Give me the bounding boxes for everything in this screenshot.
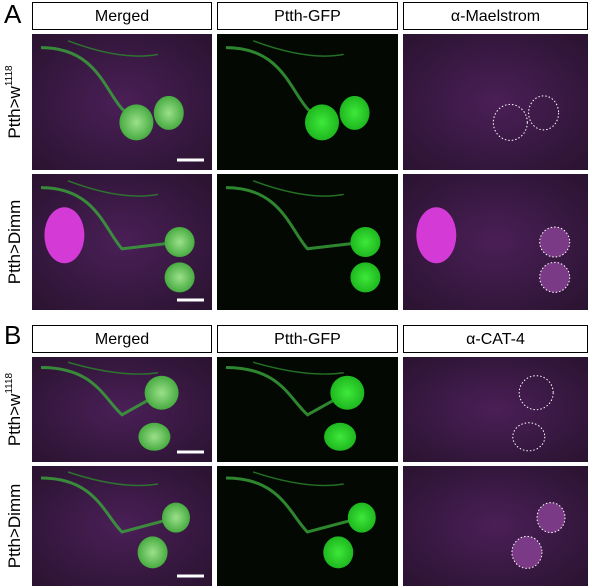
column-header: α-Maelstrom [451,8,540,25]
micrograph [403,357,588,462]
neuron [324,422,357,451]
stained-cell [44,207,85,264]
neuron [164,227,195,257]
neuron [153,95,184,130]
neurite [40,476,177,534]
column-header-box [217,325,398,353]
neurite [226,476,363,534]
column-header: Ptth-GFP [274,331,341,348]
neuron-outline [539,261,571,293]
column-header: α-CAT-4 [466,331,525,348]
row-label-sup: 1118 [4,372,15,393]
column-header: Merged [95,8,149,25]
neurite [252,471,344,487]
row-label-text: Ptth>Dimm [5,200,24,285]
neuron [350,227,381,257]
neuron-outline [492,103,528,141]
row-label-text: Ptth>w [5,85,24,138]
micrograph [217,34,398,170]
neuron [137,536,168,569]
column-header-box [403,325,588,353]
neuron [330,375,365,410]
row-label: Ptth>w1118 [4,372,25,446]
stained-cell [416,207,457,264]
neurite [67,361,159,375]
neurite [40,186,180,251]
neurite [252,361,344,375]
row-label: Ptth>w1118 [4,65,25,139]
neuron [164,262,195,293]
row-label: Ptth>Dimm [5,200,24,285]
neurite [226,366,349,417]
column-header-box [217,2,398,30]
micrograph [32,34,212,170]
row-label-text: Ptth>Dimm [5,484,24,569]
column-header-box [32,2,212,30]
neuron [347,502,376,533]
neuron [304,104,339,141]
column-header: Merged [95,331,149,348]
neurite [226,46,324,124]
row-label-sup: 1118 [4,65,15,86]
neuron [339,95,370,130]
neurite [67,180,159,197]
micrograph [403,34,588,170]
neuron [138,422,171,451]
row-label: Ptth>Dimm [5,484,24,569]
neurite [67,471,159,487]
neuron [119,104,154,141]
neurite [252,180,344,197]
micrograph [32,357,212,462]
neuron-outline [528,95,560,131]
neuron-outline [518,375,554,411]
neuron [144,375,179,410]
neuron [323,536,354,569]
neuron [350,262,381,293]
column-header: Ptth-GFP [274,8,341,25]
neurite [252,40,344,57]
micrograph [217,357,398,462]
neuron-outline [512,422,546,452]
row-label-text: Ptth>w [5,393,24,446]
neurite [67,40,159,57]
neuron [162,502,190,533]
neuron-outline [539,226,571,258]
panel-letter: A [4,0,22,29]
panel-letter: B [4,320,21,350]
neurite [40,366,163,417]
neurite [40,46,138,124]
neuron-outline [511,535,543,569]
neurite [226,186,366,251]
neuron-outline [536,502,566,534]
column-header-box [32,325,212,353]
column-header-box [403,2,588,30]
